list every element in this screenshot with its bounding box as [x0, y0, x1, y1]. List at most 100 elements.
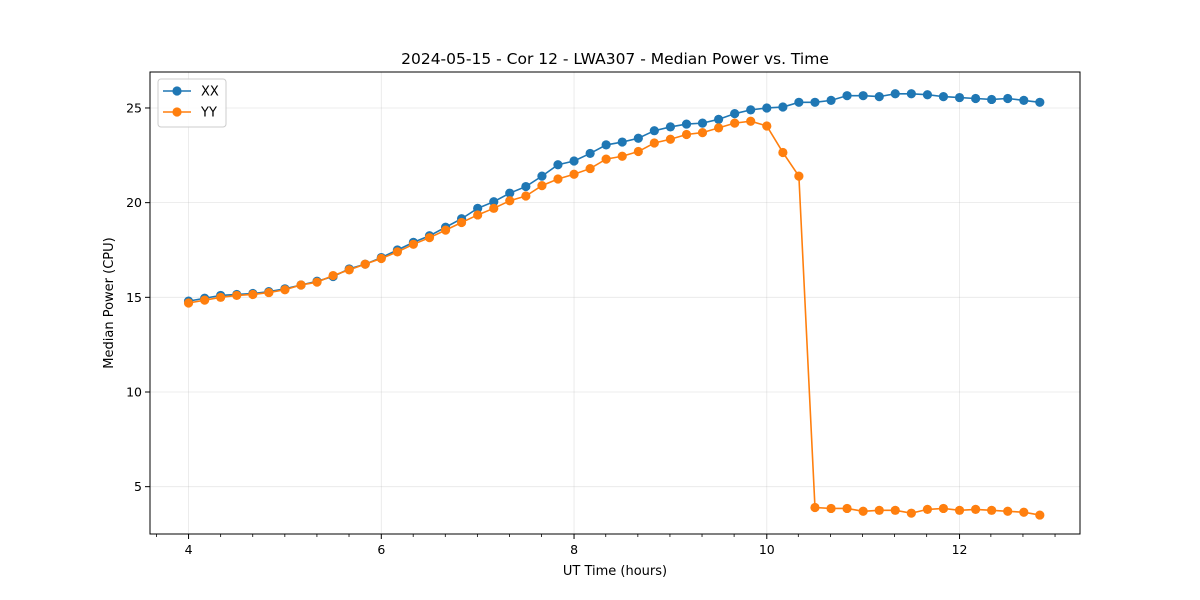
data-point-xx [473, 203, 483, 213]
data-point-yy [1003, 506, 1013, 516]
axes: 4 6 8 10 12 5 10 15 20 25 [126, 100, 1056, 557]
chart-title: 2024-05-15 - Cor 12 - LWA307 - Median Po… [401, 50, 829, 68]
data-point-xx [649, 126, 659, 136]
data-point-yy [521, 191, 531, 201]
data-point-xx [601, 140, 611, 150]
data-point-yy [537, 181, 547, 191]
data-point-yy [633, 146, 643, 157]
data-point-yy [248, 289, 258, 300]
data-point-yy [842, 503, 852, 514]
data-point-yy [183, 298, 194, 308]
data-point-yy [312, 277, 322, 287]
data-point-yy [971, 504, 981, 514]
data-point-xx [505, 188, 515, 198]
data-point-yy [794, 171, 804, 181]
data-point-yy [617, 151, 627, 161]
data-point-yy [328, 270, 338, 281]
data-point-yy [954, 505, 965, 515]
data-point-xx [681, 119, 692, 129]
data-point-yy [665, 134, 676, 144]
data-point-xx [922, 90, 933, 100]
data-point-xx [1003, 93, 1013, 104]
data-point-yy [473, 210, 483, 220]
data-point-xx [987, 94, 997, 105]
y-axis-label: Median Power (CPU) [102, 237, 117, 368]
data-point-yy [890, 505, 900, 515]
data-point-xx [489, 197, 499, 207]
y-tick-label: 15 [126, 290, 142, 305]
data-point-yy [874, 505, 884, 515]
data-point-xx [537, 171, 547, 181]
data-point-xx [553, 160, 563, 170]
data-point-yy [922, 504, 933, 514]
data-point-yy [601, 154, 611, 164]
data-point-xx [954, 92, 965, 103]
data-point-xx [906, 89, 916, 99]
data-point-yy [216, 292, 226, 302]
data-point-yy [489, 203, 499, 213]
data-point-xx [971, 93, 981, 104]
data-point-xx [890, 89, 900, 99]
grid [150, 72, 1080, 534]
legend: XX YY [157, 78, 227, 128]
data-point-yy [344, 265, 354, 275]
data-point-yy [1019, 507, 1029, 517]
data-point-yy [938, 503, 949, 514]
y-tick-label: 25 [126, 100, 142, 115]
y-tick-label: 20 [126, 195, 142, 210]
data-point-yy [376, 253, 386, 264]
data-point-yy [392, 247, 402, 257]
data-point-xx [762, 103, 772, 113]
data-point-xx [794, 97, 804, 107]
data-point-yy [553, 174, 563, 184]
data-point-xx [858, 91, 868, 101]
data-point-xx [938, 92, 949, 102]
data-point-xx [778, 102, 788, 112]
legend-label-xx: XX [201, 85, 219, 100]
data-point-yy [200, 295, 210, 305]
x-tick-label: 4 [185, 542, 193, 557]
data-point-yy [505, 196, 515, 206]
data-point-yy [649, 138, 659, 148]
data-point-yy [408, 239, 418, 249]
data-point-yy [232, 290, 242, 301]
data-point-xx [697, 118, 708, 128]
data-point-xx [665, 122, 676, 132]
data-point-xx [585, 148, 595, 159]
data-point-yy [440, 225, 451, 235]
x-tick-label: 12 [952, 542, 968, 557]
data-point-xx [1035, 97, 1045, 107]
data-point-yy [424, 233, 435, 243]
y-tick-label: 5 [134, 479, 142, 494]
data-point-xx [633, 133, 643, 143]
x-tick-label: 10 [759, 542, 775, 557]
data-point-xx [810, 97, 820, 107]
data-point-yy [296, 280, 306, 290]
data-point-yy [778, 147, 788, 158]
data-point-yy [858, 506, 868, 516]
data-point-xx [617, 137, 627, 147]
y-tick-label: 10 [126, 384, 142, 399]
x-tick-label: 8 [570, 542, 578, 557]
data-point-yy [456, 217, 467, 228]
data-point-yy [762, 121, 772, 131]
data-point-yy [1035, 510, 1045, 520]
data-point-xx [842, 91, 852, 101]
plot-frame [149, 71, 1081, 535]
data-point-yy [826, 503, 836, 514]
legend-label-yy: YY [200, 106, 217, 121]
data-point-yy [906, 508, 916, 518]
data-point-yy [280, 285, 290, 295]
data-point-xx [874, 92, 884, 102]
legend-marker-yy [172, 107, 182, 117]
data-point-xx [714, 114, 724, 124]
data-point-xx [569, 156, 579, 166]
data-point-xx [1019, 95, 1029, 106]
data-point-yy [810, 502, 820, 513]
data-point-yy [987, 505, 997, 515]
data-point-yy [569, 169, 579, 179]
data-point-xx [730, 109, 740, 119]
data-point-yy [714, 123, 724, 133]
data-point-xx [521, 181, 531, 192]
series-layer [183, 89, 1045, 520]
